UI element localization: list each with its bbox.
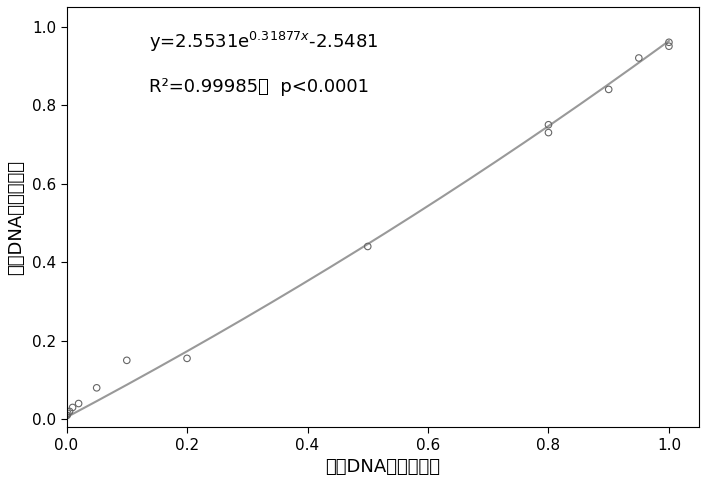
Point — [62, 410, 73, 417]
Point — [91, 384, 102, 392]
Point — [67, 404, 78, 412]
Y-axis label: 实测DNA甲基化水平: 实测DNA甲基化水平 — [7, 159, 25, 274]
Point — [64, 408, 76, 415]
Point — [543, 129, 554, 137]
X-axis label: 预期DNA甲基化水平: 预期DNA甲基化水平 — [325, 458, 441, 476]
Point — [181, 355, 193, 362]
Text: y=2.5531e$^{0.31877x}$-2.5481: y=2.5531e$^{0.31877x}$-2.5481 — [149, 30, 378, 54]
Point — [61, 412, 72, 419]
Point — [73, 399, 84, 407]
Point — [121, 356, 133, 364]
Point — [362, 242, 373, 250]
Text: R²=0.99985，  p<0.0001: R²=0.99985， p<0.0001 — [149, 78, 369, 97]
Point — [633, 54, 645, 62]
Point — [664, 39, 675, 46]
Point — [664, 43, 675, 50]
Point — [603, 85, 614, 93]
Point — [61, 412, 73, 419]
Point — [543, 121, 554, 128]
